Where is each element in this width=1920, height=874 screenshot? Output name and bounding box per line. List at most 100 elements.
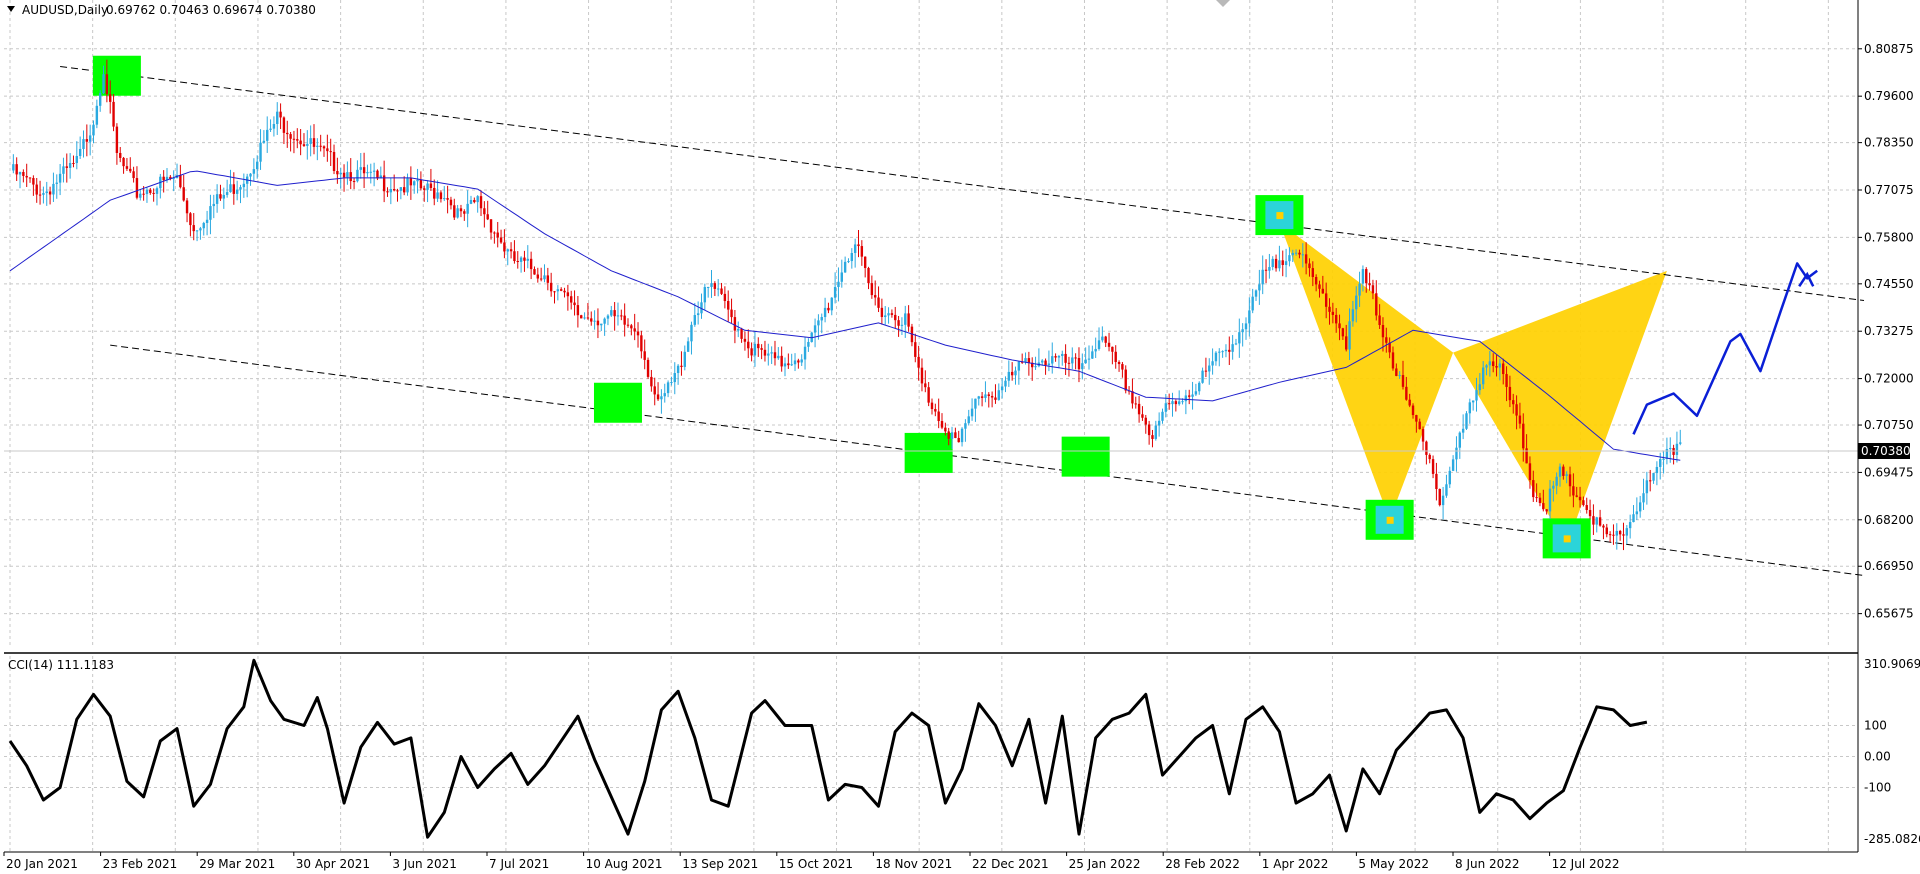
candle-body: [1585, 505, 1588, 511]
candle-body: [115, 126, 119, 153]
candle-body: [740, 328, 743, 339]
candle-body: [446, 198, 449, 200]
candle-body: [693, 315, 697, 325]
candle-body: [1598, 517, 1602, 526]
candle-body: [633, 328, 636, 332]
candle-body: [1087, 358, 1091, 360]
candle-body: [1171, 401, 1174, 405]
candle-body: [1602, 525, 1605, 528]
candle-body: [1104, 336, 1107, 343]
candle-body: [1448, 470, 1451, 485]
candle-body: [1054, 356, 1057, 358]
chart-menu-icon[interactable]: [7, 6, 15, 12]
candle-body: [272, 124, 276, 129]
candle-body: [823, 307, 827, 318]
candle-body: [733, 317, 737, 331]
candle-body: [646, 359, 650, 377]
candle-body: [1141, 414, 1144, 418]
candle-body: [433, 187, 436, 199]
candle-body: [1652, 473, 1655, 481]
price-tick-label: 0.68200: [1864, 513, 1914, 527]
ohlc-values: 0.69762 0.70463 0.69674 0.70380: [106, 3, 316, 17]
candle-body: [88, 135, 92, 142]
candle-body: [516, 261, 519, 263]
candle-body: [1628, 522, 1632, 529]
candle-body: [957, 437, 960, 443]
candle-body: [1555, 476, 1558, 486]
candle-body: [189, 213, 192, 226]
candle-body: [496, 232, 499, 238]
candle-body: [1348, 321, 1351, 350]
candle-body: [102, 74, 105, 94]
candle-body: [840, 272, 843, 282]
candle-body: [1425, 441, 1428, 455]
candle-body: [322, 146, 326, 149]
candle-body: [1512, 400, 1515, 405]
candle-body: [409, 178, 413, 186]
candle-body: [386, 191, 389, 193]
candle-body: [142, 193, 145, 195]
candle-body: [1007, 371, 1011, 381]
symbol-label: AUDUSD,Daily: [22, 3, 108, 17]
candle-body: [803, 346, 807, 360]
candle-body: [1298, 252, 1301, 255]
candle-body: [703, 287, 707, 303]
candle-body: [1020, 361, 1024, 363]
candle-body: [1635, 511, 1639, 515]
time-tick-label: 5 May 2022: [1358, 857, 1429, 871]
candle-body: [312, 138, 316, 147]
price-tick-label: 0.72000: [1864, 372, 1914, 386]
candle-body: [463, 211, 466, 214]
candle-body: [1438, 489, 1441, 506]
candle-body: [266, 129, 269, 141]
candle-body: [1365, 269, 1368, 284]
candle-body: [459, 208, 463, 212]
candle-body: [523, 257, 526, 261]
candle-body: [222, 194, 225, 199]
candle-body: [603, 318, 606, 324]
candle-body: [987, 394, 990, 396]
candle-body: [1415, 415, 1418, 422]
candle-body: [1378, 315, 1381, 326]
candle-body: [1642, 493, 1645, 503]
price-axis[interactable]: 0.80875 0.79600 0.78350 0.77075 0.75800 0.745…: [1857, 0, 1920, 852]
candle-body: [332, 151, 336, 171]
candle-body: [613, 310, 616, 317]
candle-body: [1091, 351, 1094, 359]
candle-body: [1017, 361, 1021, 371]
candle-body: [165, 176, 169, 181]
candle-body: [1027, 358, 1031, 363]
candle-body: [449, 199, 453, 206]
candle-body: [399, 187, 403, 191]
candle-body: [670, 382, 673, 384]
candle-body: [135, 178, 139, 198]
candle-body: [95, 105, 99, 125]
candle-body: [232, 184, 236, 194]
candle-body: [473, 199, 476, 203]
swing-marker-dot: [1276, 212, 1284, 220]
candle-body: [924, 383, 927, 388]
candle-body: [1675, 443, 1679, 455]
candle-body: [1381, 325, 1385, 338]
time-tick-label: 30 Apr 2021: [296, 857, 370, 871]
candle-body: [1034, 366, 1037, 368]
candle-body: [1144, 417, 1147, 425]
time-axis[interactable]: 20 Jan 2021 23 Feb 2021 29 Mar 2021 30 Apr …: [3, 851, 1858, 871]
candle-body: [18, 171, 22, 175]
price-tick-label: 0.77075: [1864, 183, 1914, 197]
candle-body: [1208, 365, 1211, 372]
candle-body: [306, 143, 309, 146]
scroll-marker-icon[interactable]: [1216, 0, 1230, 7]
candle-body: [626, 324, 630, 326]
candle-body: [326, 148, 329, 152]
candle-body: [914, 342, 917, 357]
candle-body: [1311, 268, 1315, 278]
candle-body: [98, 93, 102, 106]
candle-body: [813, 325, 817, 333]
swing-marker-dot: [1386, 516, 1394, 524]
candle-body: [1495, 366, 1498, 368]
candle-body: [900, 324, 904, 326]
candle-body: [529, 258, 533, 270]
candle-body: [342, 172, 346, 178]
